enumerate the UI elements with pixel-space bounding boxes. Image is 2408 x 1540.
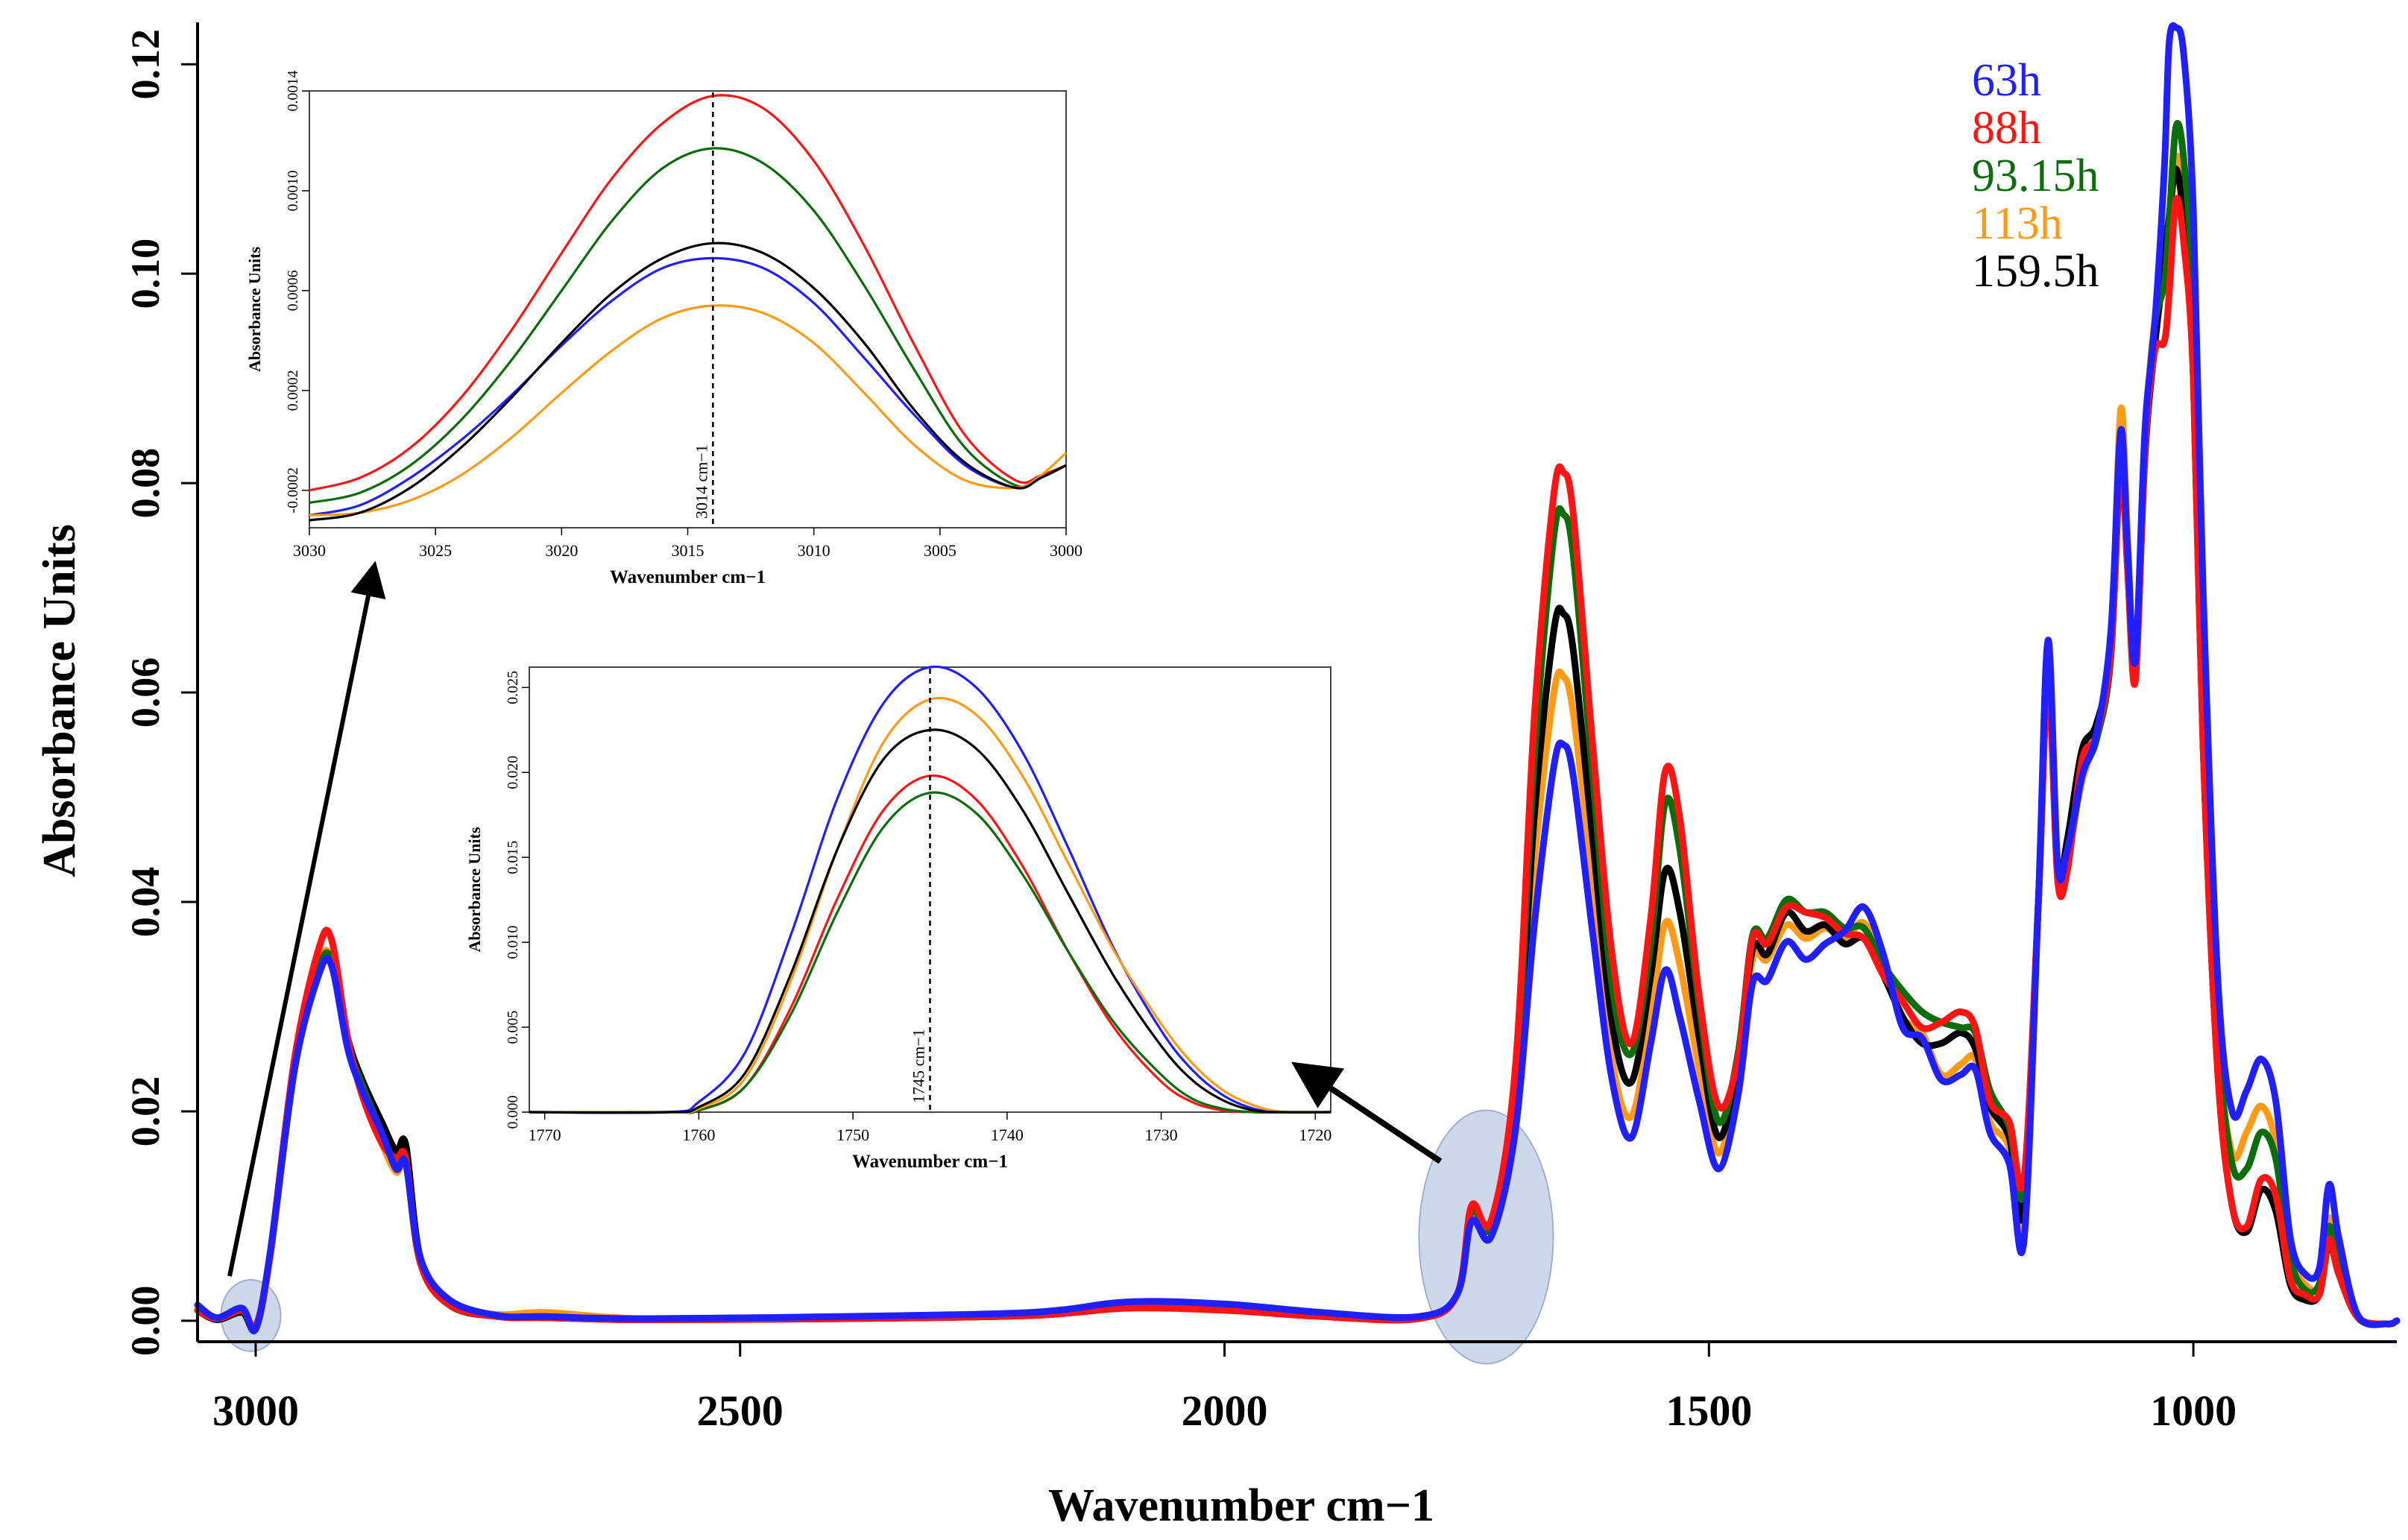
main-y-tick-label: 0.12: [123, 29, 168, 100]
inset-3014-series-159.5h: [309, 242, 1067, 522]
main-y-tick-label: 0.06: [123, 657, 168, 728]
inset-3014-y-tick-label: 0.0010: [285, 170, 301, 211]
inset-1745-frame: [529, 666, 1331, 1113]
main-x-axis-label: Wavenumber cm−1: [1048, 1480, 1434, 1531]
main-y-tick-label: 0.02: [123, 1076, 168, 1147]
inset-3014-y-tick-label: -0.0002: [285, 467, 301, 514]
inset-3014-y-tick-label: 0.0002: [285, 370, 301, 411]
main-y-tick-label: 0.00: [123, 1286, 168, 1357]
inset-3014-series-93.15h: [309, 147, 1067, 505]
inset-1745-x-tick-label: 1720: [1299, 1126, 1331, 1144]
inset-3014-x-axis-label: Wavenumber cm−1: [610, 567, 766, 587]
inset-1745-x-tick-label: 1730: [1145, 1126, 1178, 1144]
inset-1745-x-tick-label: 1760: [682, 1126, 715, 1144]
inset-1745-y-tick-label: 0.005: [505, 1011, 521, 1044]
inset-1745-x-tick-label: 1740: [991, 1126, 1024, 1144]
inset-3014-y-tick-label: 0.0014: [285, 71, 301, 112]
inset-1745-x-axis-label: Wavenumber cm−1: [852, 1152, 1008, 1172]
inset-3014-peak-label: 3014 cm−1: [692, 444, 710, 519]
inset-3014-x-tick-label: 3005: [924, 541, 956, 560]
main-y-tick-label: 0.08: [123, 448, 168, 519]
inset-1745-series-113h: [529, 696, 1331, 1114]
inset-1745-series-93.15h: [529, 791, 1331, 1114]
inset-3014-x-tick-label: 3010: [798, 541, 830, 560]
arrow-to-inset-1745: [1291, 1061, 1443, 1164]
inset-1745-series-159.5h: [529, 728, 1331, 1114]
main-x-tick-label: 2000: [1182, 1386, 1268, 1435]
inset-3014-y-axis-label: Absorbance Units: [245, 247, 264, 373]
main-x-tick-label: 2500: [697, 1386, 784, 1435]
main-x-tick-label: 1500: [1665, 1386, 1752, 1435]
main-series-63h: [194, 22, 2401, 1335]
inset-1745-y-tick-label: 0.010: [505, 926, 521, 959]
inset-1745-y-tick-label: 0.000: [505, 1096, 521, 1129]
main-y-axis-label: Absorbance Units: [34, 524, 85, 877]
main-y-tick-label: 0.04: [123, 867, 168, 938]
inset-1745: 1745 cm−1 1770 1760 1750 1740 1730 1720 0.000 0.…: [465, 665, 1331, 1172]
main-y-tick-label: 0.10: [123, 239, 168, 309]
inset-3014-x-tick-label: 3020: [545, 541, 578, 560]
legend-item-159.5h: 159.5h: [1972, 246, 2099, 297]
inset-1745-y-tick-label: 0.015: [505, 841, 521, 874]
main-x-tick-label: 1000: [2150, 1386, 2237, 1435]
inset-1745-y-tick-label: 0.025: [505, 671, 521, 704]
legend-item-113h: 113h: [1972, 198, 2063, 249]
inset-3014-x-tick-label: 3015: [672, 541, 705, 560]
arrow-to-inset-3014: [227, 561, 386, 1277]
inset-3014-x-tick-label: 3000: [1050, 541, 1082, 560]
inset-3014-y-tick-label: 0.0006: [285, 270, 301, 311]
inset-1745-series-63h: [529, 665, 1331, 1114]
main-x-tick-label: 3000: [212, 1386, 299, 1435]
main-plot: 0.00 0.02 0.04 0.06 0.08 0.10 0.12 3000 2500 2000…: [34, 22, 2401, 1531]
legend-item-93.15h: 93.15h: [1972, 151, 2099, 201]
inset-1745-y-tick-label: 0.020: [505, 756, 521, 789]
legend-item-88h: 88h: [1972, 103, 2041, 154]
inset-1745-x-tick-label: 1770: [529, 1126, 561, 1144]
inset-3014: 3014 cm−1 3030 3025 3020 3015 3010 3005 3000 -0.…: [245, 71, 1082, 588]
inset-1745-peak-label: 1745 cm−1: [910, 1029, 928, 1103]
inset-1745-y-axis-label: Absorbance Units: [465, 827, 484, 953]
inset-1745-x-tick-label: 1750: [836, 1126, 869, 1144]
inset-3014-x-tick-label: 3025: [419, 541, 452, 560]
inset-3014-x-tick-label: 3030: [293, 541, 326, 560]
legend-item-63h: 63h: [1972, 55, 2041, 106]
